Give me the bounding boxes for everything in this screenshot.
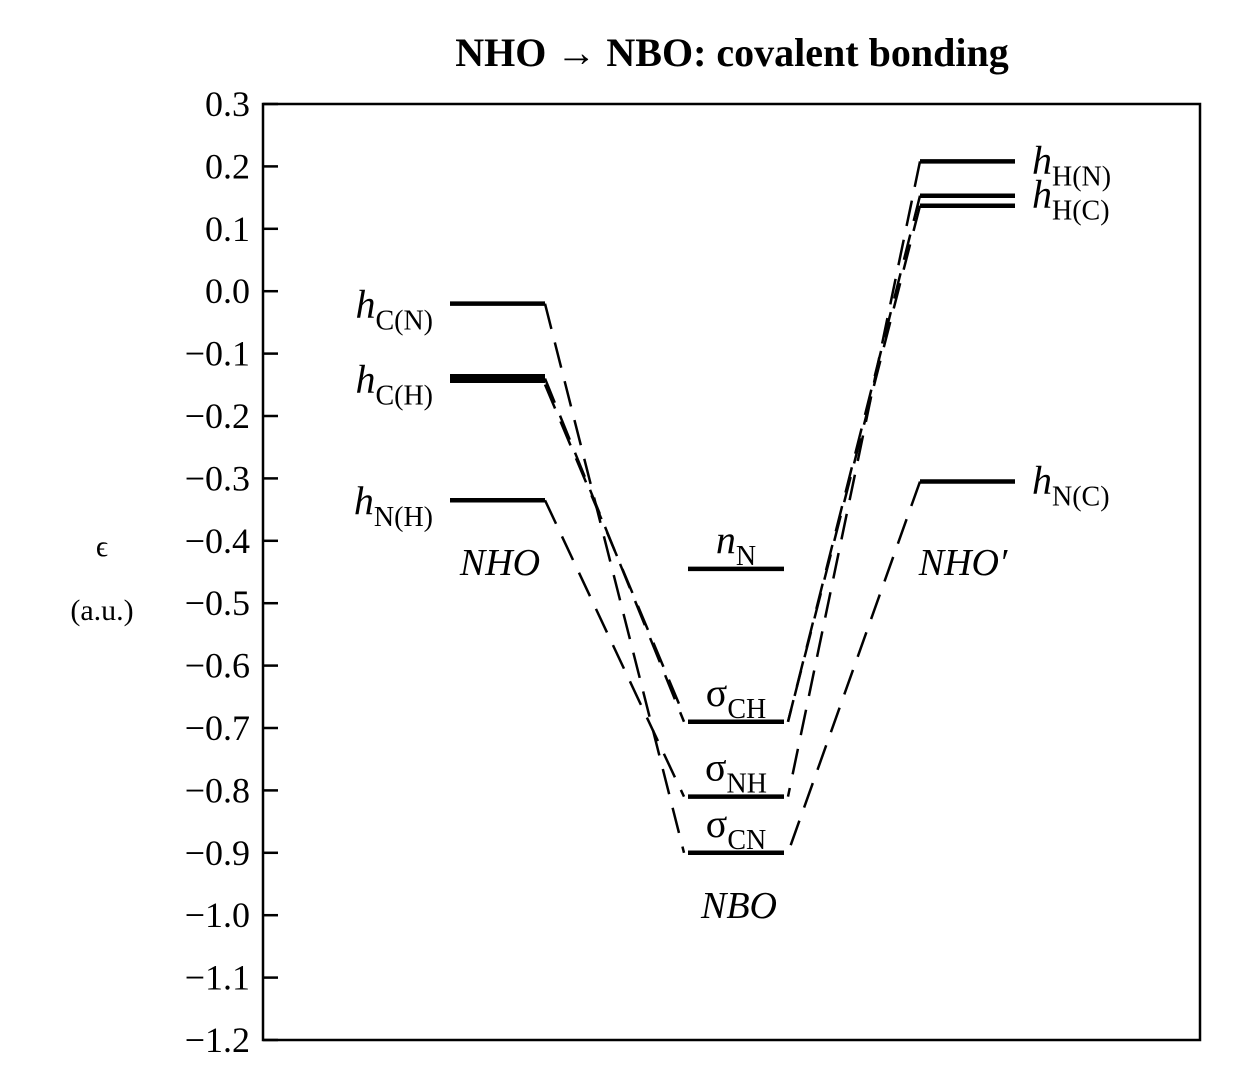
column-label: NHO′	[918, 542, 1008, 584]
level-label: nN	[716, 517, 756, 572]
level-symbol: h	[355, 357, 375, 402]
y-tick-label: −0.8	[185, 770, 250, 810]
level-label: σCH	[706, 670, 766, 725]
y-tick-label: −0.2	[185, 396, 250, 436]
level-subscript: CH	[727, 694, 766, 725]
y-axis-ticks: 0.3 0.2 0.1 0.0 −0.1 −0.2 −0.3 −0.4 −0.5 −0.6 −0.7…	[185, 84, 278, 1060]
y-tick-label: −1.0	[185, 895, 250, 935]
level-symbol: σ	[705, 745, 727, 790]
plot-frame	[261, 102, 1202, 1042]
chart-title: NHO → NBO: covalent bonding	[455, 30, 1008, 75]
level-symbol: σ	[706, 801, 728, 846]
y-tick-label: −0.1	[185, 334, 250, 374]
level-subscript: C(N)	[375, 306, 433, 337]
y-tick-label: −0.4	[185, 521, 250, 561]
level-symbol: h	[354, 478, 374, 523]
level-symbol: σ	[706, 670, 728, 715]
y-tick-label: −1.1	[185, 958, 250, 998]
level-label: hN(H)	[354, 478, 433, 533]
level-labels: hC(N)hC(H)hN(H) nNσCHσNHσCNhH(N)hH(C)hN(C…	[354, 137, 1111, 855]
y-tick-label: 0.2	[205, 146, 250, 186]
level-subscript: N(C)	[1052, 482, 1110, 513]
level-subscript: NH	[727, 769, 767, 800]
y-tick-label: −0.7	[185, 708, 250, 748]
y-tick-label: 0.1	[205, 209, 250, 249]
level-symbol: n	[716, 517, 736, 562]
level-symbol: h	[1032, 137, 1052, 182]
connector-line	[543, 499, 686, 798]
connector-line	[786, 481, 922, 854]
level-label: hH(C)	[1032, 172, 1110, 227]
level-subscript: H(N)	[1052, 161, 1111, 192]
connector-line	[786, 205, 922, 723]
connector-line	[543, 384, 686, 717]
level-symbol: h	[1032, 172, 1052, 217]
column-label: NBO	[700, 885, 777, 927]
level-label: hH(N)	[1032, 137, 1111, 192]
level-symbol: h	[1032, 458, 1052, 503]
level-subscript: H(C)	[1052, 196, 1110, 227]
level-label: hC(H)	[355, 357, 433, 412]
y-tick-label: 0.0	[205, 271, 250, 311]
level-subscript: CN	[727, 825, 766, 856]
y-tick-label: −0.5	[185, 583, 250, 623]
level-label: hC(N)	[355, 282, 433, 337]
connector-lines	[543, 161, 922, 854]
energy-levels	[450, 159, 1015, 856]
connector-line	[786, 161, 922, 797]
level-subscript: N	[736, 541, 756, 572]
y-axis-symbol: ϵ	[96, 530, 108, 563]
connector-line	[543, 303, 686, 854]
level-label: hN(C)	[1032, 458, 1110, 513]
y-tick-label: 0.3	[205, 84, 250, 124]
level-symbol: h	[355, 282, 375, 327]
y-tick-label: −0.6	[185, 646, 250, 686]
y-tick-label: −1.2	[185, 1020, 250, 1060]
y-axis-unit: (a.u.)	[70, 594, 133, 627]
column-labels: NHO NBO NHO′	[459, 542, 1008, 927]
level-subscript: C(H)	[375, 381, 433, 412]
y-tick-label: −0.3	[185, 458, 250, 498]
column-label: NHO	[459, 542, 540, 584]
level-subscript: N(H)	[374, 502, 433, 533]
level-label: σCN	[706, 801, 766, 856]
level-label: σNH	[705, 745, 767, 800]
y-tick-label: −0.9	[185, 833, 250, 873]
